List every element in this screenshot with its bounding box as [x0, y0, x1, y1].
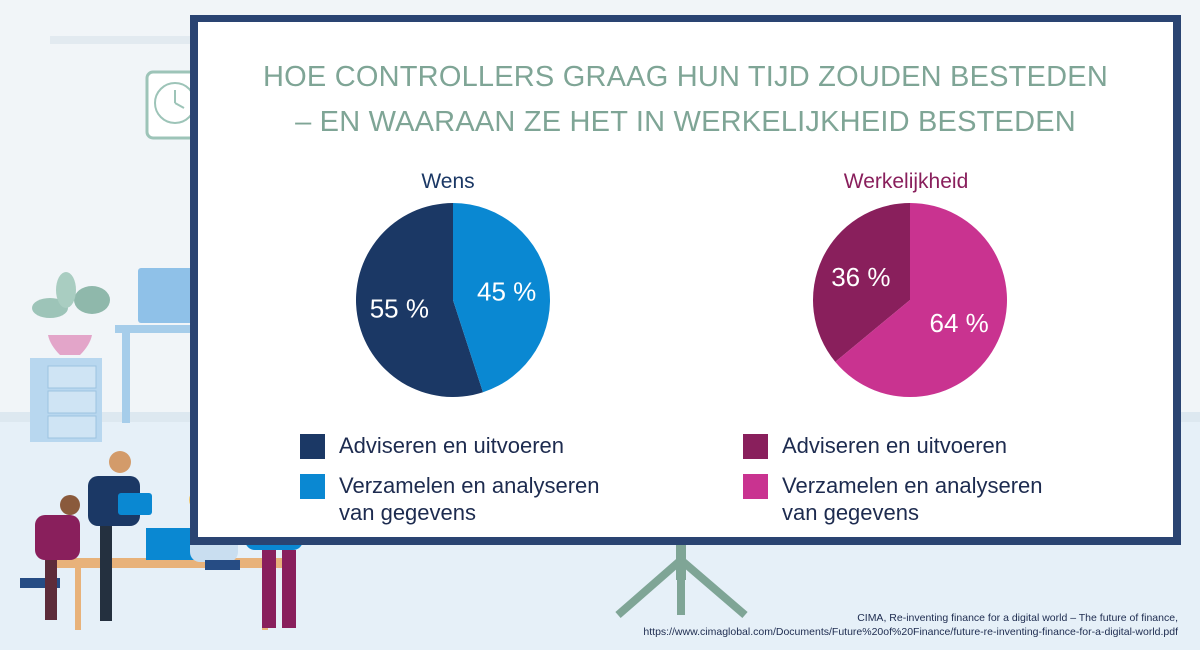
chart-title-werkelijkheid: Werkelijkheid	[843, 170, 969, 193]
legend-label: Adviseren en uitvoeren	[782, 433, 1008, 458]
title-line-1: HOE CONTROLLERS GRAAG HUN TIJD ZOUDEN BE…	[263, 61, 1108, 93]
pie-slice-adviseren	[813, 203, 910, 362]
pie-chart-werkelijkheid: 36 % 64 %	[813, 203, 1007, 397]
legend-item-wens-advise: Adviseren en uitvoeren	[300, 432, 629, 459]
presentation-board	[190, 15, 1181, 545]
pie-label-adviseren: 36 %	[831, 262, 890, 292]
source-line-2: https://www.cimaglobal.com/Documents/Fut…	[643, 626, 1178, 638]
legend-label: Verzamelen en analyseren van gegevens	[339, 473, 600, 525]
legend-label: Verzamelen en analyseren van gegevens	[782, 473, 1043, 525]
pie-slice-verzamelen	[453, 203, 550, 393]
legend-swatch	[743, 474, 768, 499]
source-citation: CIMA, Re-inventing finance for a digital…	[643, 611, 1178, 639]
source-line-1: CIMA, Re-inventing finance for a digital…	[857, 612, 1178, 624]
legend-item-werkelijkheid-advise: Adviseren en uitvoeren	[743, 432, 1072, 459]
pie-label-adviseren: 55 %	[370, 293, 429, 323]
chart-title-wens: Wens	[421, 170, 475, 193]
page-title: HOE CONTROLLERS GRAAG HUN TIJD ZOUDEN BE…	[190, 55, 1181, 145]
legend-label: Adviseren en uitvoeren	[339, 433, 565, 458]
pie-label-verzamelen: 64 %	[930, 308, 989, 338]
plant-icon	[32, 272, 110, 355]
pie-label-verzamelen: 45 %	[477, 277, 536, 307]
pie-slice-verzamelen	[835, 203, 1007, 397]
projector-stand	[615, 540, 748, 619]
pie-slice-adviseren	[356, 203, 483, 397]
legend-swatch	[300, 434, 325, 459]
pie-chart-wens: 55 % 45 %	[356, 203, 550, 397]
legend-item-wens-collect: Verzamelen en analyseren van gegevens	[300, 472, 629, 526]
title-line-2: – EN WAARAAN ZE HET IN WERKELIJKHEID BES…	[295, 106, 1076, 138]
legend-swatch	[300, 474, 325, 499]
legend-item-werkelijkheid-collect: Verzamelen en analyseren van gegevens	[743, 472, 1072, 526]
legend-swatch	[743, 434, 768, 459]
